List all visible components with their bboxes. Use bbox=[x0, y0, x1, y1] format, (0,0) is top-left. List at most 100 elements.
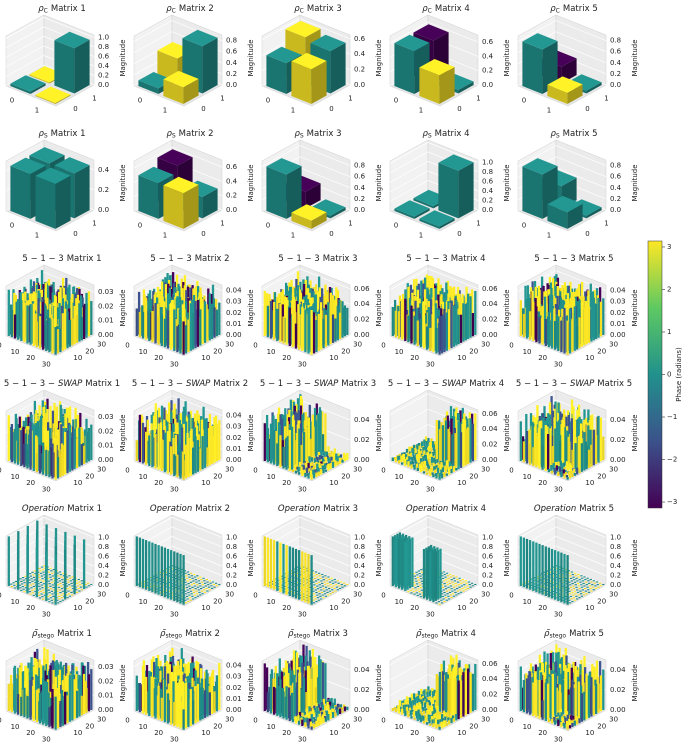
x-tick-label: 0 bbox=[125, 467, 129, 475]
z-tick-label: 0.03 bbox=[226, 298, 242, 306]
y-tick-label: 10 bbox=[585, 604, 594, 612]
x-tick-label: 30 bbox=[554, 360, 563, 368]
bar bbox=[419, 210, 455, 229]
bar bbox=[35, 86, 71, 104]
title-label: Matrix 3 bbox=[341, 379, 376, 389]
z-tick-label: 0.04 bbox=[354, 300, 370, 308]
z-tick-label: 0.02 bbox=[98, 677, 114, 685]
title-prefix: 5 − 1 − 3 bbox=[22, 254, 63, 264]
y-tick-label: 30 bbox=[353, 466, 362, 474]
z-tick-label: 0.00 bbox=[98, 456, 114, 464]
x-tick-label: 30 bbox=[426, 610, 435, 618]
x-tick-label: 10 bbox=[523, 348, 532, 356]
panel-title: 5 − 1 − 3 Matrix 1 bbox=[22, 254, 101, 264]
x-tick-label: 1 bbox=[163, 107, 167, 115]
title-math: ρ bbox=[550, 129, 556, 139]
bar-face bbox=[163, 185, 184, 229]
bar-face bbox=[394, 43, 415, 94]
bar-face bbox=[547, 195, 583, 213]
y-tick-label: 30 bbox=[97, 341, 106, 349]
z-tick-label: 0.6 bbox=[610, 173, 622, 181]
title-label: Matrix 3 bbox=[307, 4, 342, 14]
title-label: Matrix 1 bbox=[85, 379, 120, 389]
bar-face bbox=[305, 183, 321, 209]
x-tick-label: 20 bbox=[26, 479, 35, 487]
y-tick-label: 30 bbox=[225, 341, 234, 349]
panel: ρS Matrix 5 0.0 0.2 0.4 0.6 0.8 Magnitude 0 1 0 1 bbox=[517, 129, 639, 240]
y-tick-label: 20 bbox=[213, 347, 222, 355]
y-tick-label: 20 bbox=[469, 347, 478, 355]
title-sub: C bbox=[556, 7, 560, 14]
title-sub: S bbox=[556, 132, 560, 139]
title-math: ρ bbox=[550, 4, 556, 14]
z-tick-label: 0.8 bbox=[610, 162, 621, 170]
x-tick-label: 10 bbox=[267, 348, 276, 356]
y-tick-label: 20 bbox=[85, 597, 94, 605]
panel-title: 5 − 1 − 3 − SWAP Matrix 5 bbox=[516, 379, 632, 389]
y-tick-label: 10 bbox=[73, 479, 82, 487]
x-tick-label: 30 bbox=[426, 360, 435, 368]
title-math: SWAP bbox=[58, 379, 83, 389]
y-tick-label: 20 bbox=[469, 472, 478, 480]
y-tick-label: 10 bbox=[201, 729, 210, 737]
z-axis-label: Magnitude bbox=[375, 414, 383, 451]
z-tick-label: 0.0 bbox=[98, 206, 109, 214]
panel-title: ρC Matrix 3 bbox=[294, 4, 341, 15]
bar-face bbox=[74, 39, 90, 94]
bar-face bbox=[438, 154, 474, 171]
title-label: Matrix 2 bbox=[195, 254, 230, 264]
z-tick-label: 0.0 bbox=[226, 81, 237, 89]
x-tick-label: 10 bbox=[11, 348, 20, 356]
title-math: ρ bbox=[422, 4, 428, 14]
z-tick-label: 0.02 bbox=[226, 434, 242, 442]
z-tick-label: 0.00 bbox=[482, 331, 498, 339]
panel-title: 5 − 1 − 3 Matrix 4 bbox=[406, 254, 485, 264]
panel-title: 5 − 1 − 3 Matrix 5 bbox=[534, 254, 613, 264]
title-label: Matrix 5 bbox=[579, 254, 614, 264]
x-tick-label: 10 bbox=[395, 348, 404, 356]
title-label: Matrix 1 bbox=[51, 4, 86, 14]
x-tick-label: 10 bbox=[267, 473, 276, 481]
z-tick-label: 0.2 bbox=[610, 195, 621, 203]
grid-line bbox=[389, 21, 479, 44]
panel-title: 5 − 1 − 3 − SWAP Matrix 1 bbox=[4, 379, 120, 389]
bar-face bbox=[138, 175, 159, 219]
z-tick-label: 0.00 bbox=[226, 456, 242, 464]
y-tick-label: 10 bbox=[585, 354, 594, 362]
bar-texture bbox=[519, 396, 605, 480]
title-math: SWAP bbox=[186, 379, 211, 389]
z-axis-label: Magnitude bbox=[247, 164, 255, 201]
bar-face bbox=[414, 208, 430, 219]
x-tick-label: 30 bbox=[554, 485, 563, 493]
grid-line bbox=[5, 646, 95, 669]
y-tick-label: 20 bbox=[597, 597, 606, 605]
y-tick-label: 30 bbox=[97, 716, 106, 724]
panel: ρC Matrix 4 0.0 0.2 0.4 0.6 Magnitude 0 1 0 1 bbox=[389, 4, 511, 115]
grid-line bbox=[389, 393, 479, 416]
bar-face bbox=[30, 83, 46, 94]
x-tick-label: 20 bbox=[538, 479, 547, 487]
z-tick-label: 0.2 bbox=[226, 571, 237, 579]
bar-face bbox=[286, 166, 302, 219]
x-tick-label: 10 bbox=[11, 598, 20, 606]
x-tick-label: 10 bbox=[523, 473, 532, 481]
z-tick-label: 1.0 bbox=[98, 533, 109, 541]
bar-face bbox=[458, 81, 474, 94]
bar-face bbox=[291, 61, 312, 104]
bar bbox=[266, 158, 302, 219]
y-tick-label: 20 bbox=[341, 597, 350, 605]
bar bbox=[54, 31, 90, 94]
bar-face bbox=[566, 74, 602, 91]
x-tick-label: 30 bbox=[170, 485, 179, 493]
title-math: ρ bbox=[166, 4, 172, 14]
bar-face bbox=[35, 175, 56, 229]
bar-face bbox=[522, 158, 558, 175]
x-tick-label: 0 bbox=[10, 97, 14, 105]
z-axis-label: Magnitude bbox=[503, 39, 511, 76]
title-prefix: 5 − 1 − 3 − bbox=[388, 379, 439, 389]
bar-face bbox=[419, 67, 440, 104]
z-tick-label: 0.2 bbox=[482, 196, 493, 204]
bar bbox=[522, 33, 558, 94]
bar-texture bbox=[135, 272, 221, 355]
x-tick-label: 0 bbox=[394, 97, 398, 105]
